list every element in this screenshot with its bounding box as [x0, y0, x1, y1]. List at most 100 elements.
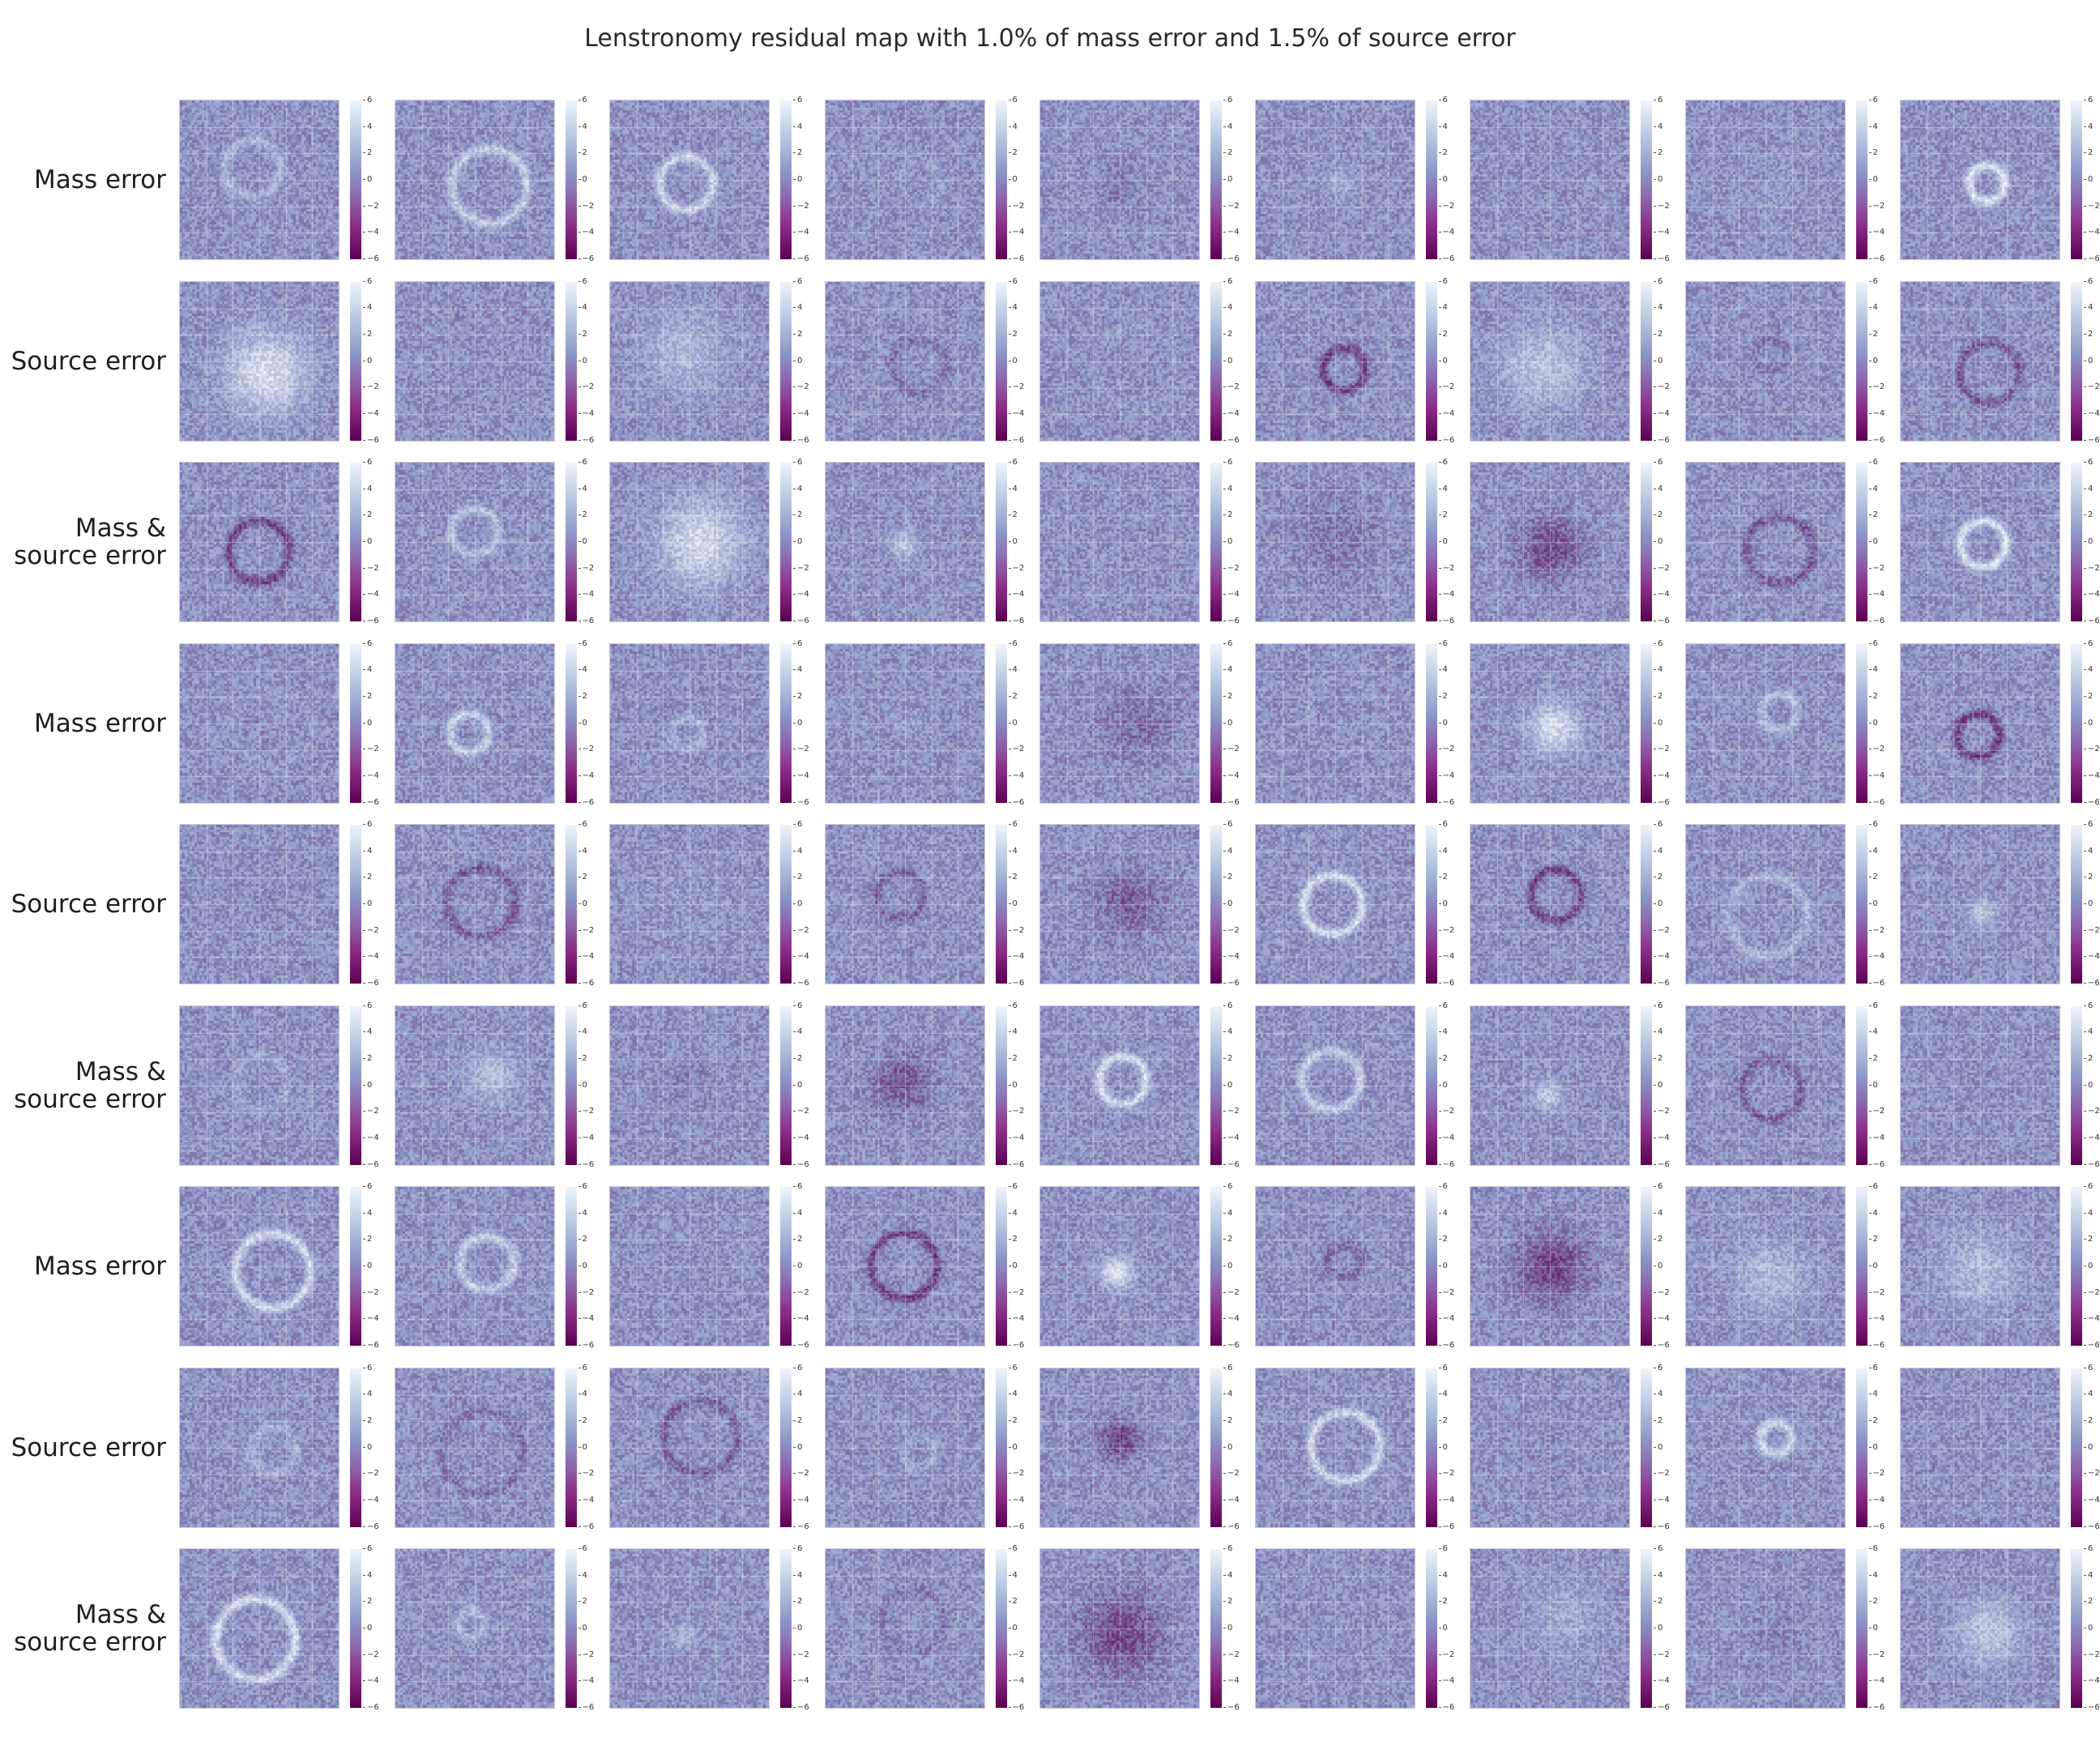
- colorbar: [1641, 825, 1652, 984]
- residual-panel: [179, 824, 339, 984]
- colorbar-tick-label: 2: [1438, 1597, 1448, 1607]
- colorbar-tick-label: −2: [363, 745, 379, 754]
- residual-image: [180, 1368, 339, 1527]
- colorbar-tick-label: 0: [2083, 1261, 2094, 1270]
- colorbar-tick-label: 4: [2083, 846, 2094, 856]
- residual-panel: [1900, 280, 2060, 442]
- colorbar-tick-label: −4: [363, 1314, 379, 1324]
- colorbar-tick-label: −6: [1008, 797, 1025, 807]
- residual-image: [610, 1549, 769, 1708]
- colorbar-tick-label: 6: [2083, 1001, 2094, 1010]
- residual-panel: [179, 1367, 339, 1528]
- colorbar-tick-label: 4: [1438, 665, 1448, 675]
- colorbar-tick-label: −4: [1654, 1133, 1670, 1142]
- colorbar-tick-label: 2: [362, 1415, 373, 1425]
- residual-image: [1685, 1005, 1845, 1165]
- colorbar-tick-label: 0: [362, 1080, 373, 1090]
- residual-panel: [824, 462, 985, 622]
- colorbar: [565, 1005, 577, 1165]
- colorbar: [350, 643, 361, 803]
- colorbar-tick-label: 4: [792, 1389, 803, 1399]
- colorbar-tick-label: 4: [1223, 303, 1233, 313]
- colorbar: [2071, 1368, 2082, 1527]
- colorbar-tick-label: −6: [1868, 1341, 1885, 1350]
- colorbar-tick-label: −6: [1868, 1703, 1885, 1712]
- colorbar-tick-label: 0: [1008, 899, 1018, 908]
- colorbar-tick-label: 0: [1008, 175, 1018, 184]
- colorbar: [2071, 643, 2082, 803]
- residual-image: [825, 1005, 984, 1165]
- colorbar-tick-label: 4: [362, 1027, 373, 1037]
- colorbar-tick-label: −6: [2084, 979, 2100, 988]
- colorbar-tick-label: −6: [1438, 1522, 1455, 1531]
- colorbar-tick-label: 2: [362, 510, 373, 520]
- residual-panel: [824, 1367, 985, 1528]
- colorbar-tick-label: 6: [2083, 458, 2094, 467]
- colorbar-tick-label: −2: [363, 382, 379, 392]
- colorbar-tick-label: 0: [1868, 1261, 1878, 1270]
- residual-image: [1470, 281, 1629, 441]
- colorbar-tick-label: 4: [362, 303, 373, 313]
- colorbar-tick-label: −4: [1223, 952, 1240, 962]
- residual-image: [1685, 1368, 1845, 1527]
- colorbar-tick-label: −2: [793, 1107, 809, 1116]
- colorbar-tick-label: −6: [1438, 979, 1455, 988]
- colorbar: [780, 1368, 792, 1527]
- residual-panel: [1684, 642, 1846, 804]
- residual-panel: [824, 280, 985, 442]
- colorbar-tick-label: −2: [1008, 1287, 1025, 1297]
- residual-image: [610, 1368, 769, 1527]
- colorbar-tick-label: −2: [1868, 201, 1885, 211]
- colorbar-tick-label: 6: [578, 96, 587, 105]
- colorbar-tick-label: 2: [2083, 148, 2094, 158]
- colorbar: [1210, 643, 1222, 803]
- colorbar-tick-label: −2: [1654, 563, 1670, 573]
- residual-image: [180, 100, 339, 259]
- residual-panel: [1684, 1548, 1846, 1709]
- residual-panel: [609, 462, 770, 622]
- residual-panel: [1254, 280, 1415, 442]
- residual-image: [1470, 100, 1629, 259]
- residual-image: [1901, 825, 2059, 984]
- colorbar-tick-label: 2: [362, 691, 373, 701]
- colorbar-tick-label: −2: [1438, 201, 1455, 211]
- residual-image: [395, 825, 554, 984]
- colorbar-tick-label: −6: [1654, 435, 1670, 445]
- colorbar-tick-label: −6: [1008, 1159, 1025, 1169]
- colorbar-tick-label: 2: [362, 873, 373, 882]
- residual-image: [825, 643, 984, 803]
- colorbar-tick-label: −6: [1654, 979, 1670, 988]
- colorbar-tick-label: 2: [1653, 148, 1663, 158]
- colorbar-tick-label: 4: [362, 665, 373, 675]
- colorbar-tick-label: −4: [1654, 590, 1670, 600]
- colorbar-tick-label: −6: [1438, 617, 1455, 625]
- colorbar: [1425, 1549, 1437, 1708]
- colorbar-tick-label: −4: [1008, 1495, 1025, 1505]
- colorbar-tick-label: 4: [1223, 846, 1233, 856]
- colorbar-tick-label: 4: [2083, 303, 2094, 313]
- residual-panel: [1470, 642, 1630, 804]
- colorbar-tick-label: 2: [2083, 329, 2094, 339]
- colorbar-tick-label: 4: [362, 122, 373, 131]
- colorbar-tick-label: −2: [2084, 201, 2100, 211]
- colorbar-tick-label: −6: [2084, 797, 2100, 807]
- colorbar-tick-label: 6: [362, 458, 373, 467]
- colorbar-tick-label: 6: [2083, 1544, 2094, 1553]
- colorbar-tick-label: 6: [578, 458, 587, 467]
- colorbar-tick-label: 6: [2083, 276, 2094, 286]
- residual-image: [610, 100, 769, 259]
- residual-image: [1470, 643, 1629, 803]
- colorbar-tick-label: −6: [1223, 254, 1240, 263]
- colorbar-tick-label: −6: [578, 1159, 595, 1169]
- colorbar-tick-label: 6: [578, 820, 587, 829]
- residual-panel: [179, 1548, 339, 1709]
- colorbar-tick-label: 0: [578, 718, 587, 728]
- colorbar-tick-label: −4: [793, 952, 809, 962]
- colorbar-tick-label: 0: [362, 1442, 373, 1452]
- colorbar-tick-label: −2: [793, 1650, 809, 1659]
- colorbar: [350, 281, 361, 441]
- colorbar-tick-label: −6: [2084, 1341, 2100, 1350]
- colorbar-tick-label: 6: [362, 1363, 373, 1372]
- colorbar-tick-label: 4: [2083, 122, 2094, 131]
- colorbar-tick-label: −6: [793, 1703, 809, 1712]
